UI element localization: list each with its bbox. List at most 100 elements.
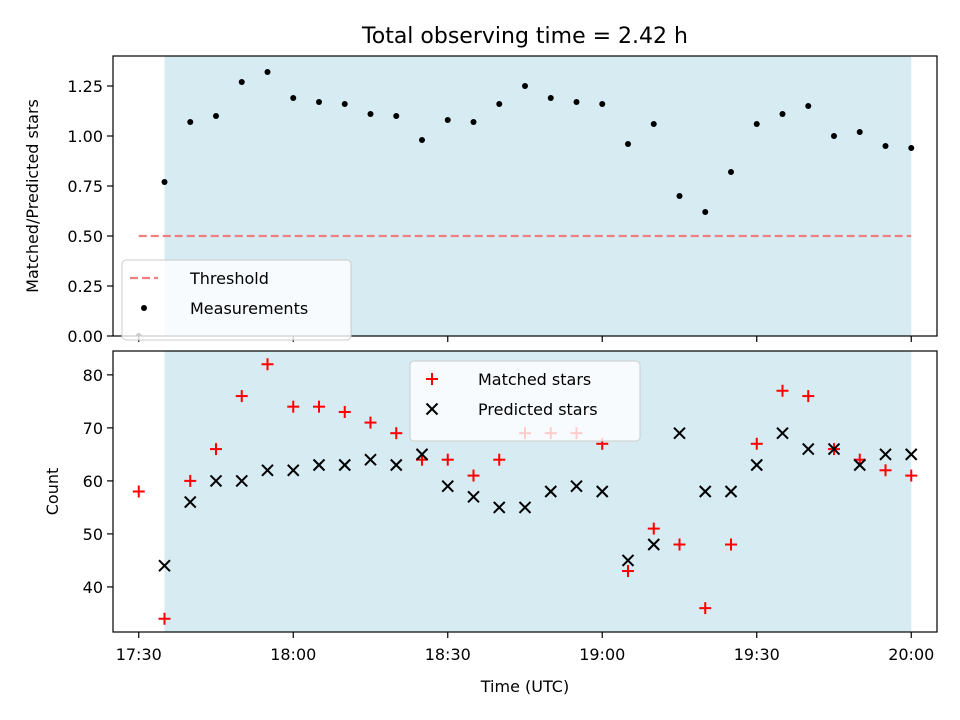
x-b (184, 495, 197, 509)
x-tick-label: 19:00 (579, 645, 625, 664)
legend-label: Measurements (190, 299, 308, 318)
x-b (827, 442, 841, 456)
data-point (364, 453, 377, 466)
data-point (312, 458, 326, 472)
data-point (879, 448, 892, 461)
data-point (209, 474, 223, 488)
x-b (415, 448, 429, 461)
x-b (750, 458, 763, 472)
x-b (235, 474, 248, 488)
data-point (905, 448, 918, 461)
y-tick-label: 40 (83, 578, 103, 597)
data-point (522, 83, 528, 89)
y-tick-label: 70 (83, 419, 103, 438)
data-point (647, 522, 660, 535)
data-point (341, 101, 348, 107)
x-b (518, 501, 532, 514)
data-point (235, 390, 248, 403)
data-point (184, 495, 197, 509)
x-b (905, 448, 918, 461)
data-point (879, 464, 892, 477)
data-point (621, 554, 635, 567)
data-point (158, 559, 171, 572)
data-point (158, 612, 171, 625)
x-tick-label: 20:00 (888, 645, 934, 664)
data-point (725, 538, 737, 551)
data-point (779, 111, 786, 117)
data-point (728, 169, 734, 175)
data-point (622, 565, 634, 578)
data-point (573, 99, 580, 105)
series-predicted-stars (158, 426, 918, 572)
data-point (210, 443, 222, 456)
data-point (493, 453, 506, 466)
data-point (650, 121, 657, 127)
x-b (647, 538, 660, 551)
data-point (750, 437, 763, 450)
data-point (390, 427, 403, 440)
x-b (467, 490, 480, 504)
data-point (238, 79, 245, 85)
y-tick-label: 60 (83, 472, 103, 491)
x-b (724, 485, 738, 498)
y-axis-label: Count (43, 468, 62, 516)
y-tick-label: 0.75 (67, 177, 103, 196)
axes-frame (112, 55, 938, 337)
x-b (209, 474, 223, 488)
x-b (441, 479, 454, 493)
legend: Matched stars Predicted stars (409, 360, 641, 442)
x-b (596, 485, 609, 498)
data-point (470, 119, 477, 125)
x-b (544, 485, 557, 498)
data-point (699, 602, 712, 615)
data-point (882, 143, 889, 149)
data-point (364, 416, 377, 429)
data-point (316, 99, 322, 105)
data-point (647, 538, 660, 551)
data-point (393, 113, 400, 119)
x-b (879, 448, 892, 461)
data-point (467, 490, 480, 504)
data-point (827, 442, 841, 456)
data-point (802, 442, 815, 456)
plot-area (132, 358, 918, 625)
data-point (313, 400, 325, 413)
x-b (261, 464, 274, 477)
data-point (856, 129, 863, 135)
data-point (547, 95, 554, 101)
x-b (621, 554, 635, 567)
axes-frame (112, 350, 938, 633)
y-tick-label: 80 (83, 366, 103, 385)
data-point (518, 501, 532, 514)
x-b (699, 485, 712, 498)
x-axis-label: Time (UTC) (480, 677, 569, 696)
x-b (673, 426, 686, 440)
data-point (702, 209, 709, 215)
y-tick-label: 50 (83, 525, 103, 544)
x-b (312, 458, 326, 472)
x-b (570, 479, 583, 493)
x-b (802, 442, 815, 456)
data-point (338, 405, 351, 418)
legend-frame (409, 360, 641, 442)
y-axis-label: Matched/Predicted stars (23, 99, 42, 293)
data-point (905, 469, 918, 482)
data-point (444, 117, 451, 123)
legend-label: Threshold (189, 269, 269, 288)
data-point (419, 137, 425, 143)
data-point (367, 111, 374, 117)
data-point (261, 358, 274, 371)
data-point (184, 474, 197, 487)
x-b (853, 458, 866, 472)
data-point (264, 69, 271, 75)
data-point (853, 458, 866, 472)
data-point (776, 426, 789, 440)
y-tick-label: 0.50 (67, 227, 103, 246)
data-point (750, 458, 763, 472)
x-b (390, 458, 403, 472)
y-tick-label: 1.25 (67, 77, 103, 96)
data-point (753, 121, 760, 127)
data-point (261, 464, 274, 477)
data-point (673, 426, 686, 440)
